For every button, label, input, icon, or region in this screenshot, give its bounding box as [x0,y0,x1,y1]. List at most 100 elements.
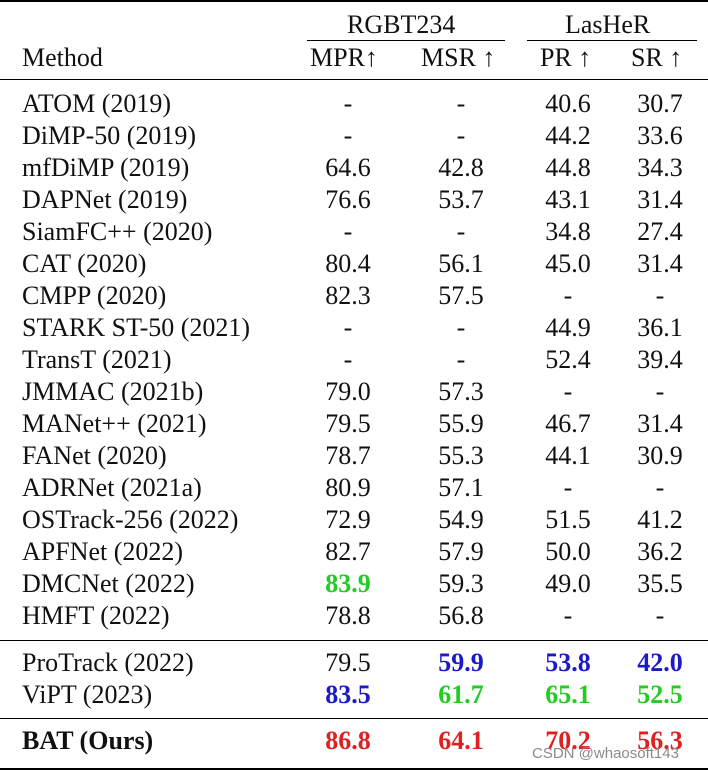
mpr-cell: 83.5 [325,680,371,709]
table-row: APFNet (2022) 82.7 57.9 50.0 36.2 [0,536,708,568]
table-row: SiamFC++ (2020) - - 34.8 27.4 [0,216,708,248]
mpr-cell: - [343,313,353,342]
method-cell: mfDiMP (2019) [22,153,190,182]
sr-cell: 31.4 [637,249,683,278]
table-row: DiMP-50 (2019) - - 44.2 33.6 [0,120,708,152]
pr-cell: 49.0 [545,569,591,598]
sr-cell: 30.7 [637,89,683,118]
method-cell: TransT (2021) [22,345,172,374]
pr-cell: 50.0 [545,537,591,566]
table-row: FANet (2020) 78.7 55.3 44.1 30.9 [0,440,708,472]
method-cell: ATOM (2019) [22,89,172,118]
msr-cell: - [456,89,466,118]
method-cell: DiMP-50 (2019) [22,121,197,150]
pr-cell: - [563,377,573,406]
mpr-cell: 80.9 [325,473,371,502]
method-cell: OSTrack-256 (2022) [22,505,239,534]
msr-cell: - [456,217,466,246]
sr-cell: - [655,377,665,406]
table-row: BAT (Ours) 86.8 64.1 70.2 56.3 [0,725,708,757]
pr-cell: 44.2 [545,121,591,150]
group-underline-rgbt234 [307,40,505,41]
msr-cell: 55.3 [438,441,484,470]
sr-cell: 30.9 [637,441,683,470]
table-row: ViPT (2023) 83.5 61.7 65.1 52.5 [0,679,708,711]
table-row: STARK ST-50 (2021) - - 44.9 36.1 [0,312,708,344]
method-cell: DAPNet (2019) [22,185,188,214]
bottom-rule [0,768,708,770]
msr-cell: 53.7 [438,185,484,214]
table-row: ProTrack (2022) 79.5 59.9 53.8 42.0 [0,647,708,679]
mpr-cell: 82.3 [325,281,371,310]
header-rule [0,79,708,80]
msr-cell: 42.8 [438,153,484,182]
method-cell: DMCNet (2022) [22,569,195,598]
method-cell: ProTrack (2022) [22,648,194,677]
mpr-cell: 76.6 [325,185,371,214]
header-sr: SR ↑ [631,43,683,72]
method-cell: JMMAC (2021b) [22,377,204,406]
msr-cell: 64.1 [438,726,484,755]
msr-cell: 54.9 [438,505,484,534]
pr-cell: 44.1 [545,441,591,470]
table-row: DMCNet (2022) 83.9 59.3 49.0 35.5 [0,568,708,600]
msr-cell: 55.9 [438,409,484,438]
sr-cell: 42.0 [637,648,683,677]
method-cell: CAT (2020) [22,249,147,278]
pr-cell: 52.4 [545,345,591,374]
table-row: CMPP (2020) 82.3 57.5 - - [0,280,708,312]
msr-cell: 59.3 [438,569,484,598]
pr-cell: 45.0 [545,249,591,278]
msr-cell: 57.3 [438,377,484,406]
method-cell: ADRNet (2021a) [22,473,202,502]
mpr-cell: 79.5 [325,409,371,438]
pr-cell: 34.8 [545,217,591,246]
header-pr: PR ↑ [540,43,592,72]
mpr-cell: 86.8 [325,726,371,755]
sr-cell: 33.6 [637,121,683,150]
pr-cell: 43.1 [545,185,591,214]
sr-cell: 52.5 [637,680,683,709]
pr-cell: 44.9 [545,313,591,342]
sr-cell: 31.4 [637,409,683,438]
table-row: ADRNet (2021a) 80.9 57.1 - - [0,472,708,504]
mpr-cell: 80.4 [325,249,371,278]
header-mpr: MPR↑ [310,43,378,72]
mpr-cell: 79.0 [325,377,371,406]
msr-cell: - [456,313,466,342]
msr-cell: - [456,121,466,150]
mpr-cell: - [343,89,353,118]
sr-cell: 35.5 [637,569,683,598]
pr-cell: 46.7 [545,409,591,438]
table-row: MANet++ (2021) 79.5 55.9 46.7 31.4 [0,408,708,440]
msr-cell: 56.1 [438,249,484,278]
method-cell: FANet (2020) [22,441,167,470]
sr-cell: 27.4 [637,217,683,246]
method-cell: APFNet (2022) [22,537,184,566]
pr-cell: 44.8 [545,153,591,182]
sr-cell: 36.1 [637,313,683,342]
pr-cell: 53.8 [545,648,591,677]
pr-cell: - [563,601,573,630]
group-header-rgbt234: RGBT234 [347,10,456,39]
sr-cell: 56.3 [637,726,683,755]
pr-cell: 65.1 [545,680,591,709]
table-row: HMFT (2022) 78.8 56.8 - - [0,600,708,632]
msr-cell: 57.5 [438,281,484,310]
sr-cell: 36.2 [637,537,683,566]
mpr-cell: - [343,217,353,246]
sr-cell: 34.3 [637,153,683,182]
sr-cell: 39.4 [637,345,683,374]
sr-cell: - [655,281,665,310]
section-rule-2 [0,718,708,719]
group-underline-lasher [527,40,697,41]
table-row: CAT (2020) 80.4 56.1 45.0 31.4 [0,248,708,280]
mpr-cell: 78.7 [325,441,371,470]
mpr-cell: 64.6 [325,153,371,182]
msr-cell: 59.9 [438,648,484,677]
sr-cell: 31.4 [637,185,683,214]
header-method: Method [22,43,103,72]
mpr-cell: 79.5 [325,648,371,677]
method-cell: SiamFC++ (2020) [22,217,213,246]
mpr-cell: 78.8 [325,601,371,630]
